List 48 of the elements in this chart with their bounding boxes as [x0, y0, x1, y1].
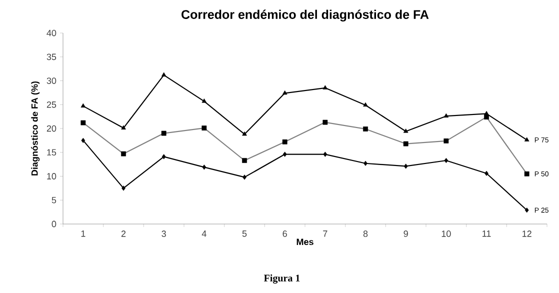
point [484, 170, 488, 176]
x-tick-label: 8 [363, 230, 368, 237]
y-tick-label: 25 [46, 101, 56, 108]
point [162, 154, 166, 160]
y-axis-title: Diagnóstico de FA (%) [31, 81, 40, 176]
x-tick-label: 6 [282, 230, 287, 237]
point [282, 90, 288, 95]
x-tick-label: 10 [442, 230, 451, 237]
y-tick-label: 5 [52, 196, 56, 204]
point [524, 208, 529, 213]
point [282, 152, 287, 157]
point [202, 98, 207, 103]
point [364, 160, 368, 166]
point [122, 186, 126, 191]
point [444, 113, 449, 118]
point [81, 138, 86, 143]
y-tick-label: 20 [46, 125, 56, 132]
x-tick-label: 12 [522, 230, 532, 237]
point [363, 102, 368, 107]
x-tick-label: 5 [242, 230, 247, 237]
point [403, 128, 408, 133]
point [161, 72, 166, 76]
y-tick-label: 40 [46, 30, 56, 36]
y-tick-label: 15 [47, 149, 56, 156]
y-tick-label: 30 [46, 78, 56, 84]
x-tick-label: 3 [162, 230, 166, 237]
chart-title: Corredor endémico del diagnóstico de FA [182, 10, 429, 22]
point [242, 131, 247, 136]
x-tick-label: 11 [482, 230, 491, 237]
text: Figura 1 [264, 274, 300, 284]
point [322, 85, 328, 90]
point [80, 103, 86, 108]
x-tick-label: 1 [81, 230, 86, 237]
x-tick-label: 9 [404, 230, 408, 237]
x-axis-title: Mes [296, 238, 314, 246]
x-tick-label: 4 [202, 230, 206, 237]
point [202, 164, 206, 170]
point [242, 174, 246, 180]
point [323, 152, 328, 157]
point [404, 164, 408, 169]
y-tick-label: 35 [46, 54, 56, 60]
point [444, 158, 448, 164]
x-tick-label: 2 [121, 230, 126, 237]
x-tick-label: 7 [323, 230, 328, 237]
y-tick-label: 0 [52, 220, 56, 228]
point [524, 137, 530, 142]
y-tick-label: 10 [47, 173, 56, 180]
point [121, 125, 126, 130]
